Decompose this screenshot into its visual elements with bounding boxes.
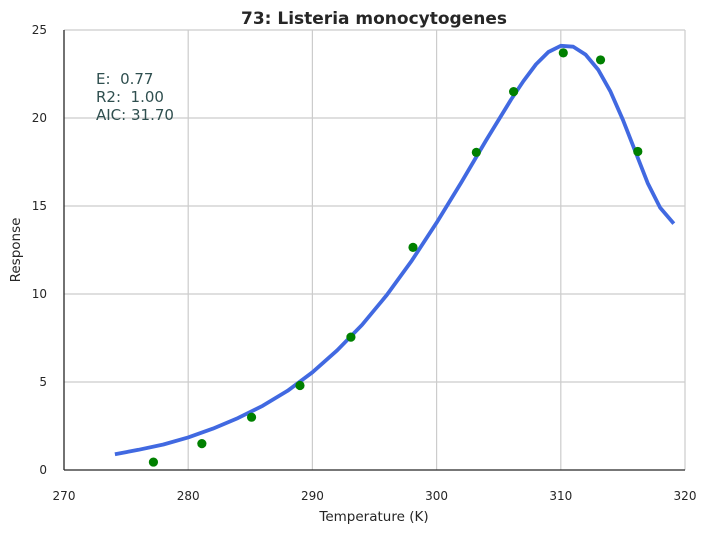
x-tick-label: 310 [549,489,572,503]
data-point [246,412,257,422]
fit-stat-label: AIC: 31.70 [96,106,174,124]
data-point [633,146,643,157]
y-tick-label: 15 [32,199,47,213]
y-axis-label: Response [8,218,24,283]
axes [63,30,685,471]
data-point [595,55,606,65]
y-tick-label: 0 [39,463,47,477]
series-points [148,48,643,467]
tick-labels: 270 280 290 300 310 320 0 5 10 15 20 25 [32,23,697,503]
x-tick-label: 270 [53,489,76,503]
x-tick-label: 280 [177,489,200,503]
series-lines [114,43,676,457]
data-point [148,457,159,467]
y-tick-label: 25 [32,23,47,37]
x-tick-label: 320 [674,489,697,503]
y-tick-label: 20 [32,111,47,125]
x-tick-label: 300 [425,489,448,503]
fit-stat-label: E: 0.77 [96,70,153,88]
data-point [558,48,568,58]
data-point [471,147,481,157]
data-point [346,332,356,342]
y-tick-label: 10 [32,287,47,301]
data-point [509,87,519,97]
x-tick-label: 290 [301,489,324,503]
x-axis-label: Temperature (K) [318,509,428,525]
y-tick-label: 5 [39,375,47,389]
fit-curve [114,43,676,457]
data-point [408,242,418,252]
data-point [197,439,207,449]
fit-stat-label: R2: 1.00 [96,88,164,106]
data-point [295,380,305,391]
grid [64,29,686,470]
chart-title: 73: Listeria monocytogenes [241,9,507,29]
